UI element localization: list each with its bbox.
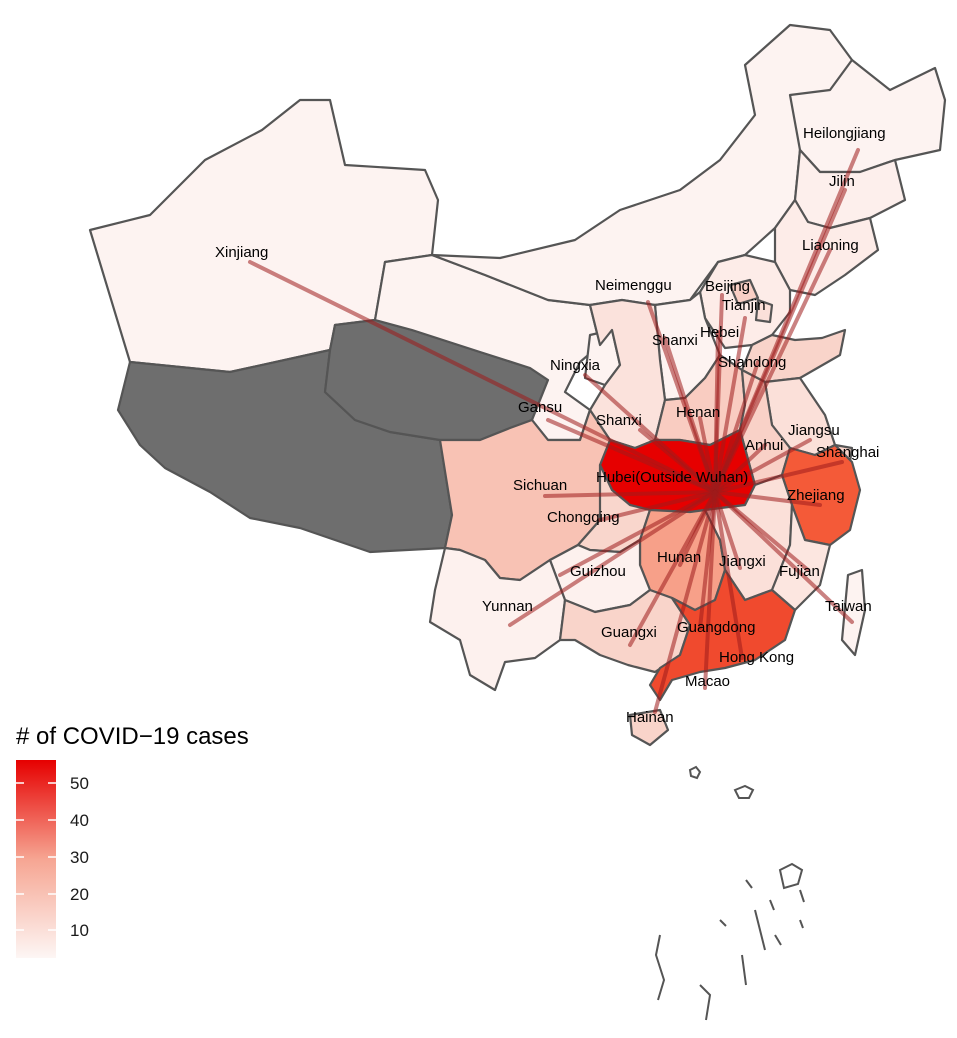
flow-line <box>558 490 717 577</box>
label-zhejiang: Zhejiang <box>787 487 845 504</box>
label-macao: Macao <box>685 673 730 690</box>
label-shanxi-north: Shanxi <box>652 332 698 349</box>
flow-line <box>698 416 717 494</box>
label-fujian: Fujian <box>779 563 820 580</box>
flow-line <box>628 490 717 647</box>
flow-lines <box>248 148 860 714</box>
flow-line <box>713 438 812 494</box>
flow-line <box>713 188 847 494</box>
flow-line <box>713 316 747 494</box>
label-hubei: Hubei(Outside Wuhan) <box>596 469 748 486</box>
legend-tick-30: 30 <box>70 848 89 867</box>
label-sichuan: Sichuan <box>513 477 567 494</box>
label-hong-kong: Hong Kong <box>719 649 794 666</box>
label-guangxi: Guangxi <box>601 624 657 641</box>
province-liaoning <box>773 198 880 297</box>
label-tianjin: Tianjin <box>722 297 766 314</box>
label-taiwan: Taiwan <box>825 598 872 615</box>
flow-line <box>546 418 717 494</box>
flow-line <box>543 490 717 498</box>
label-jiangxi: Jiangxi <box>719 553 766 570</box>
legend-tick-10: 10 <box>70 921 89 940</box>
label-guizhou: Guizhou <box>570 563 626 580</box>
label-hunan: Hunan <box>657 549 701 566</box>
label-jiangsu: Jiangsu <box>788 422 840 439</box>
islands <box>654 765 805 1021</box>
legend-title: # of COVID−19 cases <box>16 723 249 750</box>
province-guangdong <box>648 568 797 702</box>
label-anhui: Anhui <box>745 437 783 454</box>
label-xinjiang: Xinjiang <box>215 244 268 261</box>
label-shaanxi: Shanxi <box>596 412 642 429</box>
flow-line <box>713 460 844 494</box>
legend-tick-50: 50 <box>70 774 89 793</box>
province-taiwan <box>840 568 867 657</box>
legend: # of COVID−19 cases 10 20 30 40 50 <box>16 723 249 958</box>
flow-line <box>713 330 720 494</box>
flow-line <box>713 248 832 494</box>
label-hainan: Hainan <box>626 709 674 726</box>
province-tianjin <box>754 298 774 324</box>
legend-tick-20: 20 <box>70 885 89 904</box>
label-henan: Henan <box>676 404 720 421</box>
label-neimenggu: Neimenggu <box>595 277 672 294</box>
flow-line <box>713 490 742 570</box>
flow-line <box>638 428 717 494</box>
label-beijing: Beijing <box>705 278 750 295</box>
legend-color-bar <box>16 760 56 958</box>
label-heilongjiang: Heilongjiang <box>803 125 886 142</box>
flow-line <box>703 490 717 690</box>
flow-line <box>713 443 767 494</box>
province-labels: Xinjiang Neimenggu Heilongjiang Jilin Li… <box>215 125 886 726</box>
flow-line <box>598 490 717 522</box>
label-hebei: Hebei <box>700 324 739 341</box>
flow-line <box>663 336 717 494</box>
label-chongqing: Chongqing <box>547 509 620 526</box>
flow-line <box>713 490 854 624</box>
label-ningxia: Ningxia <box>550 357 601 374</box>
label-shanghai: Shanghai <box>816 444 879 461</box>
flow-line <box>713 490 744 660</box>
province-beijing <box>728 278 760 306</box>
flow-line <box>713 360 760 494</box>
province-yunnan <box>428 546 567 692</box>
label-liaoning: Liaoning <box>802 237 859 254</box>
flow-line <box>508 490 717 627</box>
label-gansu: Gansu <box>518 399 562 416</box>
label-guangdong: Guangdong <box>677 619 755 636</box>
flow-line <box>653 490 717 714</box>
label-yunnan: Yunnan <box>482 598 533 615</box>
label-jilin: Jilin <box>829 173 855 190</box>
flow-line <box>248 260 717 494</box>
label-shandong: Shandong <box>718 354 786 371</box>
legend-tick-40: 40 <box>70 811 89 830</box>
flow-line <box>713 490 822 507</box>
